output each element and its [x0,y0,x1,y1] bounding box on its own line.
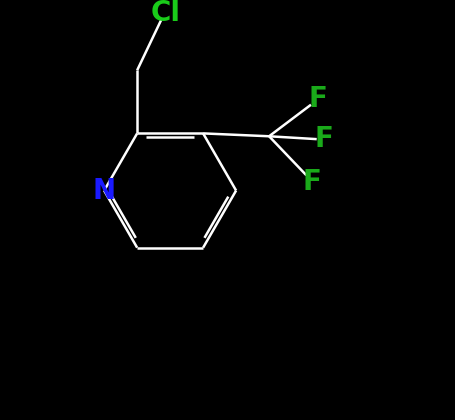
Text: Cl: Cl [151,0,181,27]
Text: F: F [314,125,333,153]
Text: F: F [303,168,322,196]
Text: F: F [308,85,327,113]
Text: N: N [93,176,116,205]
